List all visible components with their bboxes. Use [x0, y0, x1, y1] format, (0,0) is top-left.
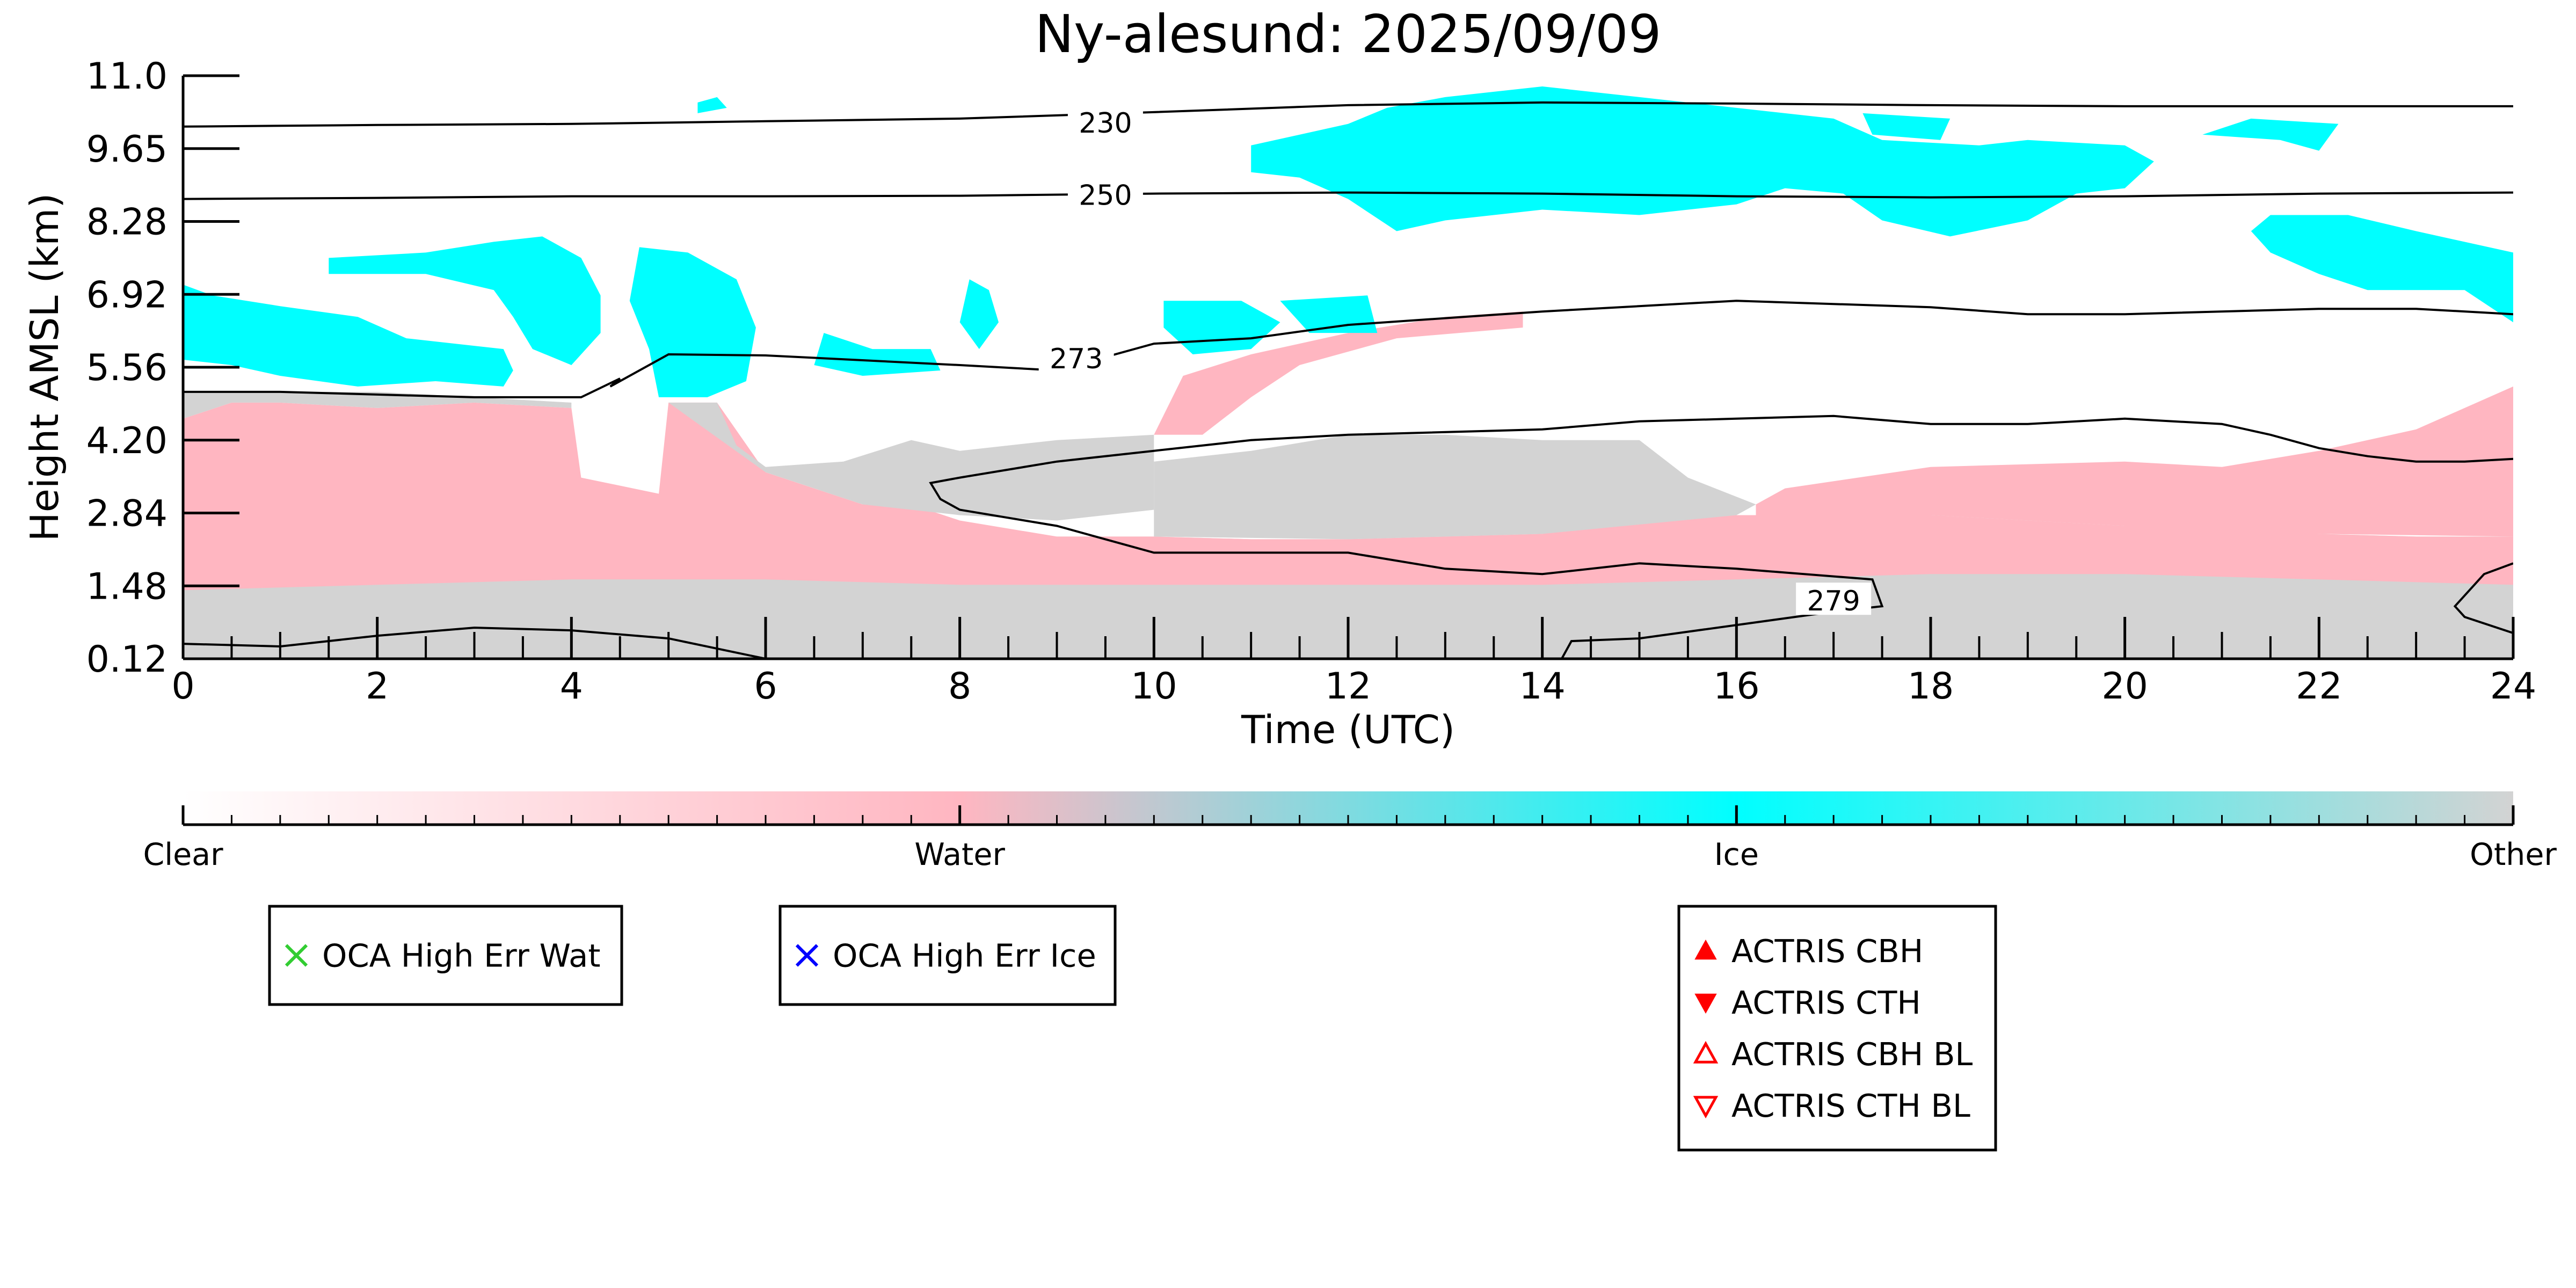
colorbar-label: Clear	[143, 837, 223, 872]
region-ice-15	[2251, 215, 2513, 323]
legend-frame	[268, 905, 623, 1006]
legend-label: ACTRIS CTH BL	[1731, 1087, 1970, 1124]
contour-label-bg	[1796, 583, 1872, 615]
contour-label-bg	[1067, 104, 1143, 137]
x-tick-label: 4	[560, 665, 583, 708]
region-water-6	[1154, 311, 1523, 435]
x-tick-label: 16	[1713, 665, 1760, 708]
legend-box-2: OCA High Err Ice	[778, 905, 1117, 1006]
legend-marker-x	[795, 944, 819, 967]
contour-line-279	[183, 414, 2513, 659]
colorbar: Clear Water Ice Other	[143, 791, 2557, 872]
legends: OCA High Err Wat OCA High Err Ice ACTRIS C…	[268, 905, 1997, 1152]
x-tick-label: 0	[171, 665, 194, 708]
x-tick-label: 14	[1519, 665, 1566, 708]
y-axis-label: Height AMSL (km)	[22, 193, 67, 542]
contour-label-bg	[1038, 340, 1114, 373]
region-ice-7	[183, 285, 513, 387]
x-tick-label: 12	[1325, 665, 1372, 708]
y-tick-label: 0.12	[86, 638, 168, 681]
legend-marker-triangle-down	[1694, 993, 1717, 1014]
x-axis-label: Time (UTC)	[1241, 707, 1455, 752]
legend-marker-triangle-up	[1694, 939, 1717, 960]
legend-frame	[1677, 905, 1997, 1152]
region-ice-10	[814, 333, 941, 376]
legend-label: ACTRIS CBH	[1731, 933, 1923, 970]
region-ice-8	[329, 236, 601, 365]
contour-label-230: 230	[1079, 107, 1132, 140]
contour-labels: 230 250 273 279	[1038, 104, 1872, 617]
legend-label: ACTRIS CTH	[1731, 984, 1921, 1021]
x-tick-label: 22	[2296, 665, 2342, 708]
region-other-4	[668, 402, 1154, 521]
contour-label-279: 279	[1807, 585, 1860, 617]
x-tick-label: 2	[366, 665, 389, 708]
y-tick-label: 9.65	[86, 128, 168, 171]
region-ice-11	[959, 279, 999, 350]
contour-line-230	[183, 101, 2513, 128]
legend-label: OCA High Err Ice	[833, 937, 1096, 974]
y-tick-label: 6.92	[86, 274, 168, 316]
x-tick-label: 6	[754, 665, 777, 708]
region-ice-17	[1862, 113, 1951, 140]
legend-frame	[778, 905, 1117, 1006]
y-tick-label: 2.84	[86, 493, 168, 535]
y-tick-label: 5.56	[86, 347, 168, 389]
x-tick-label: 24	[2490, 665, 2537, 708]
contour-label-bg	[1067, 177, 1143, 209]
legend-box-3: ACTRIS CBH ACTRIS CTH ACTRIS CBH BL ACTRIS …	[1677, 905, 1997, 1152]
region-ice-14	[1251, 86, 2154, 237]
classification-regions	[183, 86, 2513, 659]
region-ice-18	[697, 97, 727, 113]
chart-title: Ny-alesund: 2025/09/09	[1035, 4, 1662, 64]
contour-line-4	[2453, 562, 2513, 634]
x-tick-label: 8	[948, 665, 971, 708]
region-water-2	[1756, 386, 2513, 537]
y-tick-label: 11.0	[86, 55, 168, 98]
region-ice-9	[629, 247, 756, 397]
contour-label-250: 250	[1079, 180, 1132, 212]
legend-marker-triangle-up-open	[1693, 1040, 1719, 1064]
contour-label-273: 273	[1050, 343, 1103, 375]
x-tick-label: 10	[1131, 665, 1177, 708]
region-water-1	[183, 402, 2513, 591]
legend-marker-x	[285, 944, 308, 967]
x-tick-label: 18	[1908, 665, 1954, 708]
x-tick-label: 20	[2101, 665, 2148, 708]
legend-box-1: OCA High Err Wat	[268, 905, 623, 1006]
colorbar-label: Water	[914, 837, 1005, 872]
y-tick-label: 1.48	[86, 565, 168, 608]
region-other-3	[183, 391, 572, 419]
y-tick-label: 8.28	[86, 201, 168, 244]
legend-label: ACTRIS CBH BL	[1731, 1036, 1973, 1073]
axes: 0 2 4 6 8 10 12 14 16 18 20 22 240.121.482.844.205.5…	[86, 55, 2537, 708]
temperature-contours	[183, 101, 2513, 659]
legend-marker-triangle-down-open	[1693, 1096, 1719, 1119]
colorbar-label: Ice	[1714, 837, 1759, 872]
region-other-5	[1154, 434, 1756, 540]
contour-line-250	[183, 191, 2513, 200]
legend-label: OCA High Err Wat	[322, 937, 600, 974]
colorbar-label: Other	[2470, 837, 2557, 872]
y-tick-label: 4.20	[86, 420, 168, 462]
region-ice-16	[2202, 118, 2339, 151]
